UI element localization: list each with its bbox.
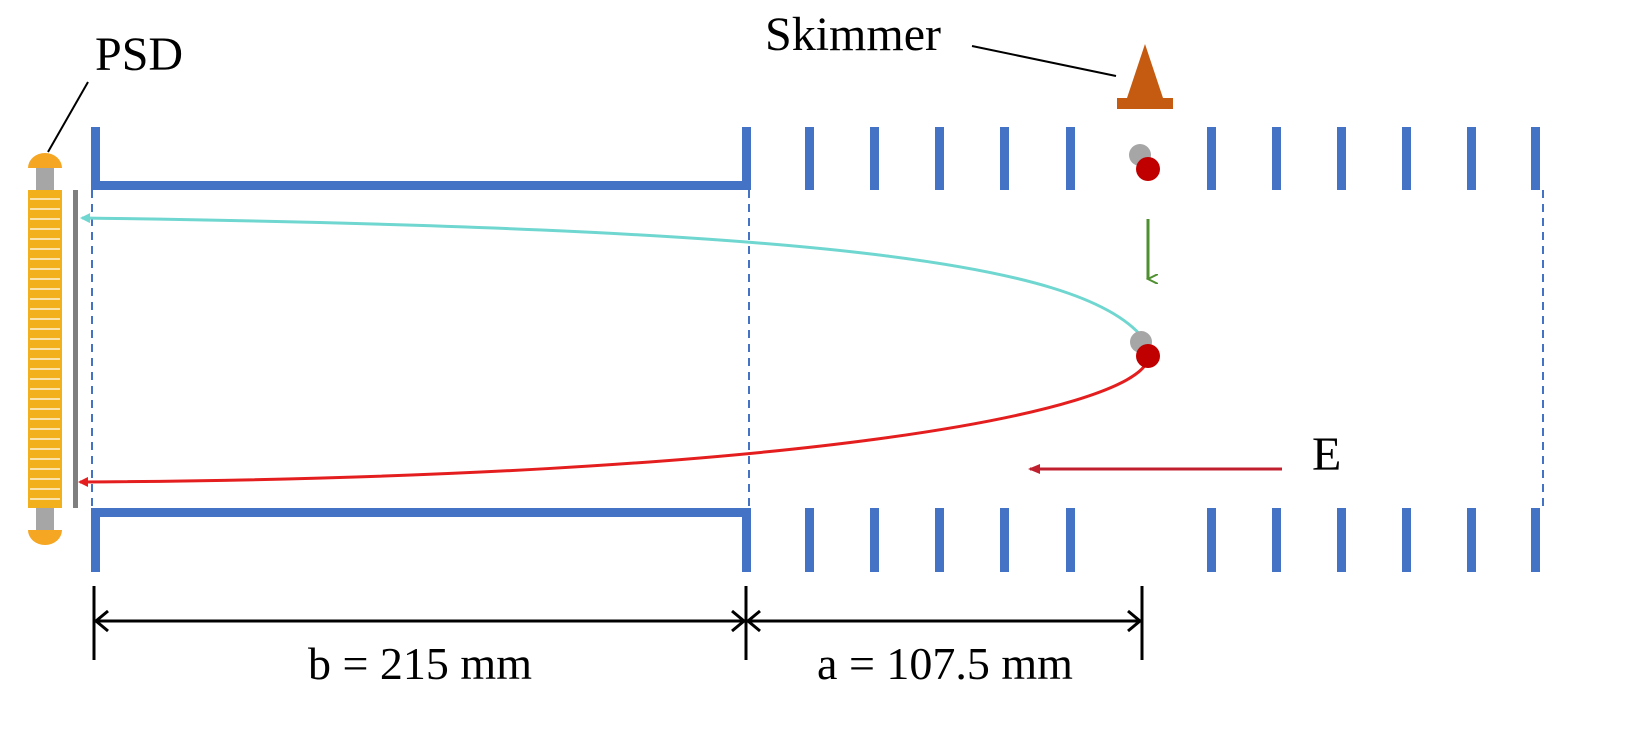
dimension-label-b: b = 215 mm	[308, 638, 532, 689]
electrode-ring-bottom-7	[1272, 508, 1281, 572]
dimension-arrowhead-b-left	[93, 609, 109, 633]
drift-tube-bottom-right-wall	[742, 508, 751, 572]
electrode-ring-bottom-5	[1066, 508, 1075, 572]
particle-pair-initial	[1129, 144, 1160, 181]
drift-tube-bottom-left-wall	[91, 508, 100, 572]
electrode-ring-bottom-8	[1337, 508, 1346, 572]
electrode-ring-top-10	[1467, 127, 1476, 190]
dimension-arrowhead-a-right	[1127, 609, 1143, 633]
drift-tube-top-wall	[91, 181, 751, 190]
electrode-ring-top-2	[870, 127, 879, 190]
psd-pointer-line	[47, 81, 89, 153]
skimmer-label: Skimmer	[765, 8, 941, 61]
electrode-ring-top-7	[1272, 127, 1281, 190]
skimmer-pointer-line	[971, 45, 1117, 77]
drift-tube	[91, 127, 751, 572]
electrode-ring-bottom-3	[935, 508, 944, 572]
psd-label: PSD	[95, 28, 183, 81]
electrode-ring-bottom-2	[870, 508, 879, 572]
electrode-ring-top-4	[1000, 127, 1009, 190]
electrode-ring-top-5	[1066, 127, 1075, 190]
particle-pair-breakup	[1130, 331, 1160, 368]
electrode-ring-bottom-6	[1207, 508, 1216, 572]
detector-stripes	[30, 198, 60, 500]
dimension-label-a: a = 107.5 mm	[817, 638, 1073, 689]
electrode-ring-top-11	[1531, 127, 1540, 190]
electrode-ring-top-8	[1337, 127, 1346, 190]
electrode-ring-top-3	[935, 127, 944, 190]
electrode-ring-bottom-4	[1000, 508, 1009, 572]
skimmer-cone	[1117, 44, 1173, 109]
detector-plate	[73, 190, 78, 508]
dimension-arrowhead-a-left	[745, 609, 761, 633]
electrode-rings-bottom	[805, 508, 1540, 572]
dimension-arrowhead-b-right	[731, 609, 747, 633]
lower-trajectory	[78, 359, 1150, 487]
electrode-ring-top-9	[1402, 127, 1411, 190]
electrode-ring-bottom-9	[1402, 508, 1411, 572]
detector-bottom-cap	[28, 530, 62, 545]
particle-red-breakup	[1136, 344, 1160, 368]
drift-tube-top-right-wall	[742, 127, 751, 190]
electrode-ring-bottom-11	[1531, 508, 1540, 572]
detector-bottom-post	[36, 508, 54, 530]
position-sensitive-detector	[28, 153, 78, 545]
electrode-rings-top	[805, 127, 1540, 190]
dimension-markers	[92, 586, 1144, 660]
drift-tube-bottom-wall	[91, 508, 751, 517]
drift-tube-top-left-wall	[91, 127, 100, 190]
electrode-ring-top-6	[1207, 127, 1216, 190]
electrode-ring-bottom-10	[1467, 508, 1476, 572]
electrode-ring-bottom-1	[805, 508, 814, 572]
electrode-ring-top-1	[805, 127, 814, 190]
detector-top-cap	[28, 153, 62, 168]
field-label: E	[1312, 428, 1341, 481]
upper-trajectory	[80, 213, 1145, 339]
detector-top-post	[36, 168, 54, 190]
particle-red-initial	[1136, 157, 1160, 181]
